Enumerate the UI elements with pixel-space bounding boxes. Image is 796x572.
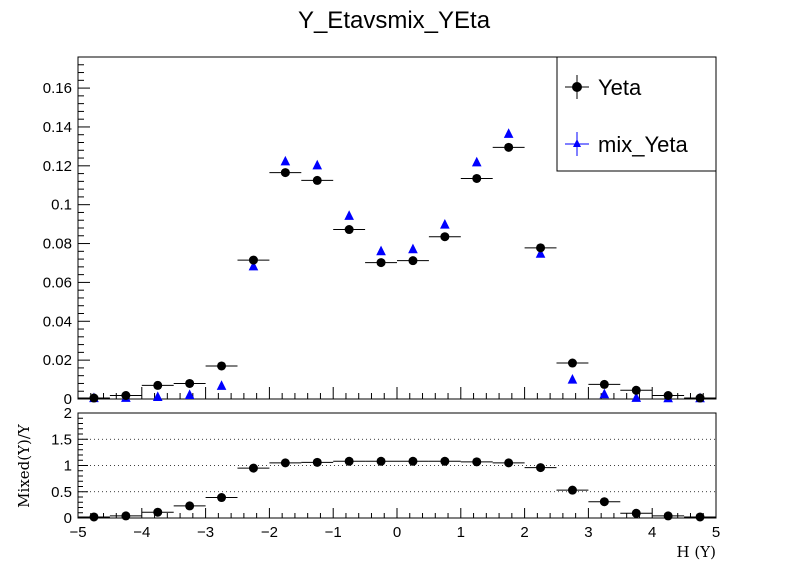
mix-yeta-point	[312, 159, 323, 170]
ratio-point	[472, 457, 482, 467]
ratio-point	[248, 463, 258, 473]
ratio-y-tick-label: 0	[64, 510, 72, 527]
yeta-point	[121, 391, 131, 401]
chart-title: Y_Etavsmix_YEta	[298, 7, 491, 34]
mix-yeta-point	[408, 243, 418, 254]
yeta-point	[376, 258, 386, 268]
ratio-point	[408, 456, 418, 466]
x-tick-label: 3	[584, 524, 592, 541]
ratio-point	[599, 497, 609, 507]
yeta-point	[344, 225, 354, 235]
legend-yeta-marker	[572, 82, 582, 92]
yeta-point	[153, 380, 163, 390]
x-tick-label: −5	[69, 524, 86, 541]
ratio-point	[440, 456, 450, 466]
top-y-tick-label: 0.02	[43, 352, 72, 369]
top-y-tick-label: 0	[64, 391, 72, 408]
yeta-point	[472, 173, 482, 183]
top-y-tick-label: 0.04	[43, 313, 72, 330]
x-tick-label: 4	[648, 524, 656, 541]
ratio-point	[121, 511, 131, 521]
yeta-point	[631, 385, 641, 395]
x-tick-label: −4	[133, 524, 150, 541]
ratio-y-tick-label: 1	[64, 458, 72, 475]
mix-yeta-point	[535, 248, 546, 258]
legend-box	[556, 56, 717, 172]
x-axis-title: H (Y)	[677, 543, 716, 561]
mix-yeta-point	[503, 128, 514, 138]
x-tick-label: 5	[712, 524, 720, 541]
mix-yeta-point	[152, 391, 163, 401]
x-tick-label: −2	[261, 524, 278, 541]
mix-yeta-point	[440, 218, 450, 229]
ratio-y-tick-label: 2	[64, 405, 72, 422]
yeta-point	[567, 358, 577, 368]
ratio-point	[631, 508, 641, 518]
mix-yeta-point	[216, 380, 227, 390]
mix-yeta-point	[567, 374, 578, 384]
yeta-point	[504, 142, 514, 152]
yeta-point	[185, 378, 195, 388]
mix-yeta-point	[248, 260, 259, 271]
mix-yeta-point	[471, 156, 482, 167]
top-y-tick-label: 0.14	[43, 119, 72, 136]
yeta-point	[440, 232, 450, 242]
ratio-point	[312, 457, 322, 467]
x-tick-label: 2	[520, 524, 528, 541]
yeta-point	[663, 391, 673, 401]
mix-yeta-point	[599, 388, 610, 399]
x-tick-label: −1	[325, 524, 342, 541]
ratio-point	[567, 485, 577, 495]
ratio-point	[217, 493, 227, 503]
ratio-y-tick-label: 1.5	[51, 431, 72, 448]
ratio-point	[280, 458, 290, 468]
legend-label-yeta: Yeta	[598, 75, 642, 100]
mix-yeta-point	[344, 210, 354, 220]
mix-yeta-point	[184, 389, 195, 400]
ratio-y-axis-title: Mixed(Y)/Y	[15, 423, 33, 508]
top-y-tick-label: 0.1	[51, 197, 72, 214]
x-tick-label: −3	[197, 524, 214, 541]
yeta-point	[248, 255, 258, 265]
yeta-point	[217, 361, 227, 371]
top-y-tick-label: 0.12	[43, 158, 72, 175]
mix-yeta-point	[280, 155, 291, 166]
yeta-point	[599, 379, 609, 389]
yeta-point	[408, 256, 418, 266]
ratio-point	[663, 511, 673, 521]
ratio-point	[695, 512, 705, 522]
top-y-tick-label: 0.08	[43, 236, 72, 253]
x-tick-label: 0	[393, 524, 401, 541]
yeta-point	[536, 243, 546, 253]
yeta-point	[312, 175, 322, 185]
ratio-point	[153, 507, 163, 517]
ratio-point	[376, 456, 386, 466]
ratio-point	[185, 501, 195, 511]
legend-label-mix-yeta: mix_Yeta	[598, 132, 688, 157]
legend-mix-marker	[573, 139, 581, 147]
ratio-point	[344, 456, 354, 466]
mix-yeta-point	[376, 245, 386, 256]
ratio-point	[536, 463, 546, 473]
yeta-point	[89, 393, 99, 403]
ratio-y-tick-label: 0.5	[51, 484, 72, 501]
ratio-point	[504, 458, 514, 468]
ratio-point	[89, 512, 99, 522]
top-y-tick-label: 0.16	[43, 80, 72, 97]
mix-yeta-point	[631, 392, 642, 402]
ratio-plot-frame	[77, 412, 717, 519]
x-tick-label: 1	[457, 524, 465, 541]
yeta-point	[280, 168, 290, 178]
yeta-point	[695, 393, 705, 403]
top-y-tick-label: 0.06	[43, 274, 72, 291]
